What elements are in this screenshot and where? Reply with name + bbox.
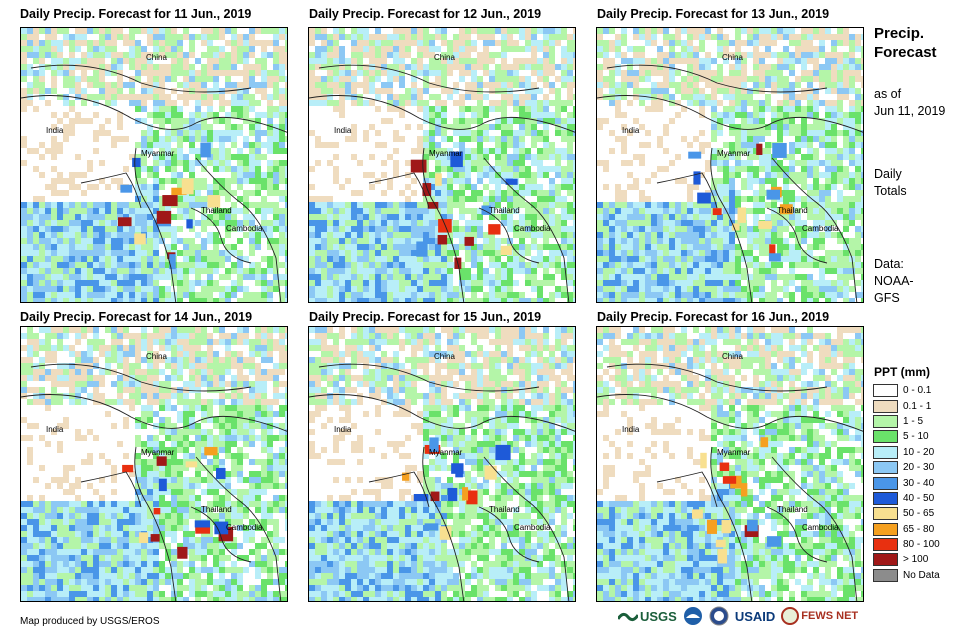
map-label-india: India bbox=[46, 126, 64, 135]
map-label-thailand: Thailand bbox=[489, 505, 520, 514]
legend-swatch bbox=[873, 430, 898, 444]
forecast-map-1: China India Myanmar Thailand Cambodia bbox=[20, 27, 288, 303]
legend-swatch bbox=[873, 522, 898, 536]
panel-title-5: Daily Precip. Forecast for 15 Jun., 2019 bbox=[309, 310, 542, 324]
map-label-india: India bbox=[622, 126, 640, 135]
legend-label: 80 - 100 bbox=[903, 539, 940, 551]
agency-logos: USGS USAID FEWS NET bbox=[618, 606, 858, 626]
map-label-china: China bbox=[434, 53, 455, 62]
legend-swatch bbox=[873, 399, 898, 413]
map-credit: Map produced by USGS/EROS bbox=[20, 616, 160, 627]
map-label-china: China bbox=[722, 53, 743, 62]
map-label-myanmar: Myanmar bbox=[429, 149, 463, 158]
map-label-thailand: Thailand bbox=[201, 206, 232, 215]
legend-item: 40 - 50 bbox=[873, 491, 940, 506]
map-label-india: India bbox=[46, 425, 64, 434]
fewsnet-logo: FEWS NET bbox=[781, 607, 858, 625]
legend-label: 50 - 65 bbox=[903, 508, 935, 520]
usaid-logo: USAID bbox=[734, 608, 776, 624]
forecast-map-5: China India Myanmar Thailand Cambodia bbox=[308, 326, 576, 602]
legend-swatch bbox=[873, 445, 898, 459]
map-label-china: China bbox=[434, 352, 455, 361]
map-label-myanmar: Myanmar bbox=[429, 448, 463, 457]
forecast-map-4: China India Myanmar Thailand Cambodia bbox=[20, 326, 288, 602]
legend-item: 5 - 10 bbox=[873, 429, 940, 444]
data-source: NOAA-GFS bbox=[874, 274, 914, 305]
legend-label: 0.1 - 1 bbox=[903, 400, 932, 412]
legend-item: 0 - 0.1 bbox=[873, 383, 940, 398]
legend-label: 1 - 5 bbox=[903, 415, 924, 427]
panel-title-4: Daily Precip. Forecast for 14 Jun., 2019 bbox=[20, 310, 253, 324]
legend-item: No Data bbox=[873, 568, 940, 583]
map-label-myanmar: Myanmar bbox=[717, 149, 751, 158]
legend-label: 0 - 0.1 bbox=[903, 385, 932, 397]
legend-item: 80 - 100 bbox=[873, 537, 940, 552]
data-label: Data: bbox=[874, 257, 904, 271]
map-label-thailand: Thailand bbox=[777, 505, 808, 514]
map-label-thailand: Thailand bbox=[489, 206, 520, 215]
map-label-cambodia: Cambodia bbox=[802, 523, 839, 532]
map-label-cambodia: Cambodia bbox=[226, 224, 263, 233]
legend-item: 0.1 - 1 bbox=[873, 398, 940, 413]
legend-label: 20 - 30 bbox=[903, 462, 935, 474]
panel-title-1: Daily Precip. Forecast for 11 Jun., 2019 bbox=[20, 7, 252, 21]
legend-swatch bbox=[873, 538, 898, 552]
usgs-wave-icon bbox=[618, 612, 638, 622]
map-label-india: India bbox=[334, 126, 352, 135]
map-label-china: China bbox=[722, 352, 743, 361]
map-label-cambodia: Cambodia bbox=[514, 523, 551, 532]
legend-label: 10 - 20 bbox=[903, 446, 935, 458]
map-label-india: India bbox=[622, 425, 640, 434]
map-label-cambodia: Cambodia bbox=[514, 224, 551, 233]
legend-swatch bbox=[873, 414, 898, 428]
as-of-date: Jun 11, 2019 bbox=[874, 104, 946, 118]
legend-item: 50 - 65 bbox=[873, 506, 940, 521]
legend-swatch bbox=[873, 568, 898, 582]
dhs-seal-icon bbox=[709, 606, 729, 626]
map-label-cambodia: Cambodia bbox=[226, 523, 263, 532]
panel-title-2: Daily Precip. Forecast for 12 Jun., 2019 bbox=[309, 7, 542, 21]
legend-label: > 100 bbox=[903, 554, 929, 566]
forecast-map-2: China India Myanmar Thailand Cambodia bbox=[308, 27, 576, 303]
map-label-myanmar: Myanmar bbox=[141, 149, 175, 158]
sidebar-title: Precip. Forecast bbox=[874, 25, 937, 61]
legend-label: 40 - 50 bbox=[903, 492, 935, 504]
legend-label: 30 - 40 bbox=[903, 477, 935, 489]
map-label-myanmar: Myanmar bbox=[717, 448, 751, 457]
precip-legend: 0 - 0.1 0.1 - 1 1 - 5 5 - 10 10 - 20 20 - 30 3… bbox=[873, 383, 940, 583]
legend-item: 1 - 5 bbox=[873, 414, 940, 429]
map-label-thailand: Thailand bbox=[777, 206, 808, 215]
map-label-china: China bbox=[146, 53, 167, 62]
map-label-cambodia: Cambodia bbox=[802, 224, 839, 233]
legend-swatch bbox=[873, 507, 898, 521]
usgs-logo: USGS bbox=[618, 609, 677, 624]
legend-swatch bbox=[873, 553, 898, 567]
legend-item: 10 - 20 bbox=[873, 445, 940, 460]
forecast-map-3: China India Myanmar Thailand Cambodia bbox=[596, 27, 864, 303]
map-label-india: India bbox=[334, 425, 352, 434]
legend-label: 5 - 10 bbox=[903, 431, 929, 443]
legend-item: > 100 bbox=[873, 552, 940, 567]
legend-swatch bbox=[873, 476, 898, 490]
legend-label: No Data bbox=[903, 569, 940, 581]
legend-swatch bbox=[873, 461, 898, 475]
panel-title-6: Daily Precip. Forecast for 16 Jun., 2019 bbox=[597, 310, 830, 324]
noaa-logo-icon bbox=[683, 607, 702, 625]
legend-label: 65 - 80 bbox=[903, 523, 935, 535]
legend-item: 30 - 40 bbox=[873, 475, 940, 490]
legend-item: 65 - 80 bbox=[873, 522, 940, 537]
fewsnet-icon bbox=[781, 607, 800, 625]
legend-swatch bbox=[873, 491, 898, 505]
legend-item: 20 - 30 bbox=[873, 460, 940, 475]
map-label-myanmar: Myanmar bbox=[141, 448, 175, 457]
daily-totals-label: Daily Totals bbox=[874, 167, 907, 198]
legend-swatch bbox=[873, 384, 898, 398]
forecast-map-6: China India Myanmar Thailand Cambodia bbox=[596, 326, 864, 602]
legend-title: PPT (mm) bbox=[874, 365, 931, 379]
map-label-thailand: Thailand bbox=[201, 505, 232, 514]
panel-title-3: Daily Precip. Forecast for 13 Jun., 2019 bbox=[597, 7, 830, 21]
map-label-china: China bbox=[146, 352, 167, 361]
as-of-label: as of bbox=[874, 87, 902, 101]
